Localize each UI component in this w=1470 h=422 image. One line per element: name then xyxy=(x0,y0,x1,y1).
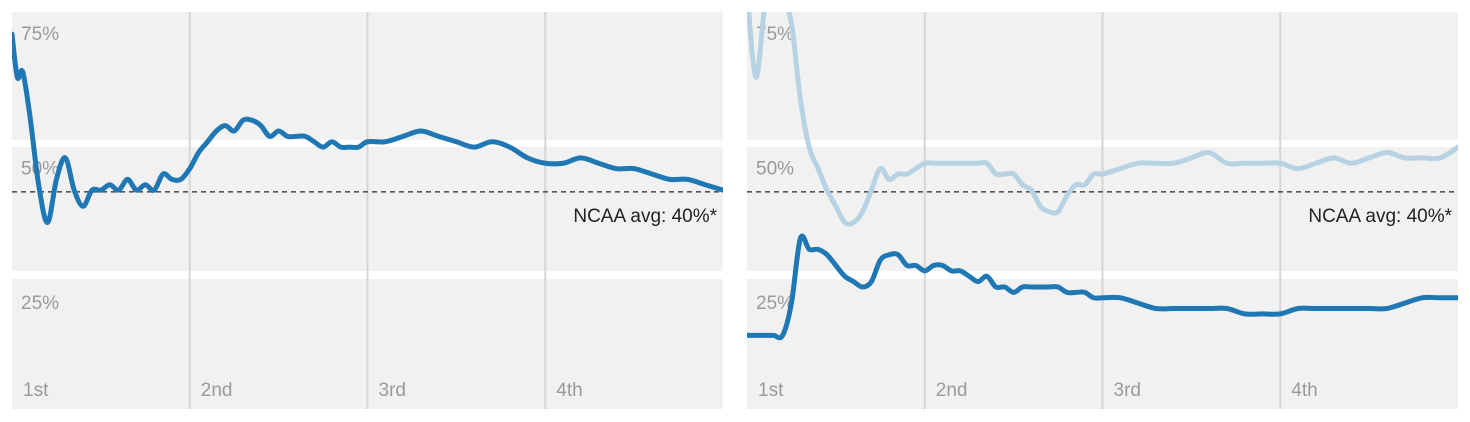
y-tick-label: 75% xyxy=(21,24,59,45)
y-tick-label: 25% xyxy=(756,293,794,314)
chart-panel-2: 1st 2nd 3rd 4th 75% 50% 25% NCAA avg: 40%* xyxy=(747,12,1458,409)
y-tick-label: 50% xyxy=(756,159,794,180)
quarter-label: 1st xyxy=(23,380,49,401)
quarter-label: 2nd xyxy=(936,380,968,401)
quarter-label: 1st xyxy=(758,380,784,401)
series-line-1 xyxy=(747,12,1458,227)
reference-label: NCAA avg: 40%* xyxy=(573,206,717,227)
chart-panel-1: 1st 2nd 3rd 4th 75% 50% 25% NCAA avg: 40%* xyxy=(12,12,723,409)
y-tick-label: 50% xyxy=(21,159,59,180)
reference-label: NCAA avg: 40%* xyxy=(1308,206,1452,227)
quarter-label: 4th xyxy=(556,380,582,401)
series-line-1 xyxy=(12,31,723,225)
series-line-2 xyxy=(747,233,1458,341)
quarter-label: 3rd xyxy=(1114,380,1141,401)
quarter-label: 4th xyxy=(1291,380,1317,401)
y-tick-label: 25% xyxy=(21,293,59,314)
quarter-label: 3rd xyxy=(379,380,406,401)
y-tick-label: 75% xyxy=(756,24,794,45)
quarter-label: 2nd xyxy=(201,380,233,401)
